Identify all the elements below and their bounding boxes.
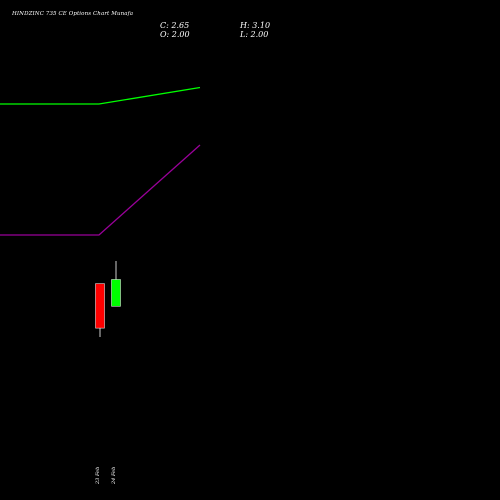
x-tick-label: 24 Feb — [111, 467, 117, 485]
x-tick-label: 23 Feb — [95, 467, 101, 485]
green-overlay-line — [0, 86, 201, 105]
open-value: O: 2.00 — [160, 30, 190, 39]
low-value: L: 2.00 — [240, 30, 269, 39]
chart-title: HINDZINC 735 CE Options Chart Munafa — [12, 11, 134, 17]
candles-group — [95, 260, 121, 337]
candle-body — [111, 279, 121, 307]
high-value: H: 3.10 — [240, 21, 271, 30]
candle-body — [95, 283, 105, 329]
purple-overlay-line — [0, 144, 201, 236]
close-value: C: 2.65 — [160, 21, 190, 30]
x-axis-labels: 23 Feb 24 Feb — [95, 467, 117, 485]
